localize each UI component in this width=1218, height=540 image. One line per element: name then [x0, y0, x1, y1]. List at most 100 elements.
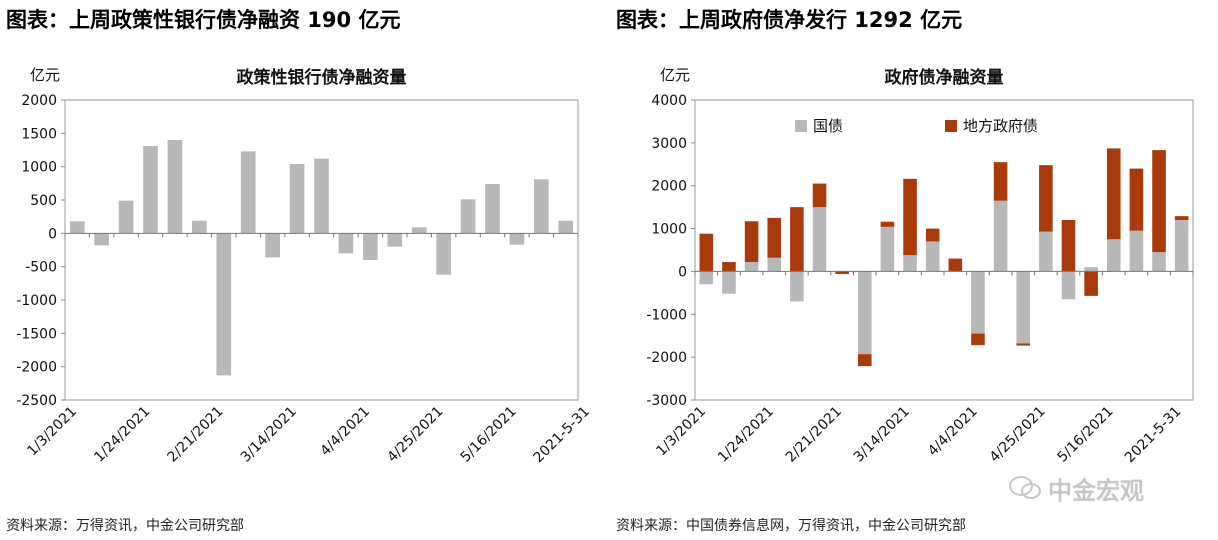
y-tick-label: -1500 [16, 326, 57, 342]
y-axis-unit-label: 亿元 [30, 66, 60, 84]
bar-policy-bank [192, 220, 207, 234]
bar-treasury [1106, 239, 1121, 272]
bar-treasury [1016, 271, 1031, 344]
bar-policy-bank [240, 151, 256, 234]
bar-local-gov [767, 217, 782, 258]
bar-local-gov [880, 221, 895, 227]
bar-policy-bank [216, 233, 232, 376]
x-tick-label: 1/24/2021 [715, 404, 777, 466]
bar-treasury [925, 241, 940, 272]
watermark-text: 中金宏观 [1048, 476, 1144, 505]
y-tick-label: -1000 [646, 307, 687, 323]
bar-treasury [880, 226, 895, 272]
bar-policy-bank [436, 233, 451, 275]
bar-treasury [722, 271, 736, 294]
y-tick-label: -2000 [646, 350, 687, 366]
bar-local-gov [744, 221, 759, 262]
bar-local-gov [812, 183, 827, 208]
left-source-note: 资料来源：万得资讯，中金公司研究部 [6, 518, 244, 534]
x-tick-label: 3/14/2021 [851, 404, 913, 466]
x-tick-label: 4/25/2021 [987, 404, 1049, 466]
bar-policy-bank [509, 233, 525, 245]
bar-local-gov [1152, 150, 1166, 253]
bar-policy-bank [363, 233, 378, 260]
bar-local-gov [1106, 148, 1121, 240]
watermark: 中金宏观 [1008, 468, 1208, 508]
bar-treasury [903, 255, 917, 272]
bar-local-gov [1039, 165, 1053, 232]
left-heading: 图表：上周政策性银行债净融资 190 亿元 [6, 8, 401, 32]
y-tick-label: -500 [25, 260, 57, 276]
legend-label: 国债 [813, 117, 843, 135]
bar-treasury [1152, 252, 1166, 272]
y-tick-label: 4000 [651, 93, 687, 109]
bar-local-gov [1061, 220, 1076, 272]
bar-treasury [699, 271, 714, 285]
bar-local-gov [1084, 271, 1098, 296]
bar-policy-bank [534, 179, 549, 234]
bar-local-gov [835, 271, 849, 274]
bar-local-gov [722, 262, 736, 272]
x-tick-label: 1/3/2021 [653, 404, 709, 460]
bar-treasury [1174, 220, 1189, 272]
bar-treasury [1061, 271, 1076, 300]
y-tick-label: 500 [30, 193, 57, 209]
bar-treasury [767, 257, 782, 272]
right-source-note: 资料来源：中国债券信息网，万得资讯，中金公司研究部 [616, 518, 966, 534]
y-tick-label: 0 [48, 226, 57, 242]
right-heading: 图表：上周政府债净发行 1292 亿元 [616, 8, 963, 32]
y-tick-label: -1000 [16, 293, 57, 309]
x-tick-label: 1/24/2021 [91, 404, 153, 466]
y-tick-label: 0 [678, 264, 687, 280]
x-tick-label: 2/21/2021 [783, 404, 845, 466]
bar-local-gov [1129, 168, 1144, 231]
bar-policy-bank [118, 200, 134, 234]
x-tick-label: 1/3/2021 [24, 404, 80, 460]
y-tick-label: -2500 [16, 393, 57, 409]
x-tick-label: 5/16/2021 [458, 404, 520, 466]
bar-treasury [971, 271, 985, 334]
chat-bubble-icon [1009, 476, 1041, 499]
bar-treasury [857, 271, 872, 355]
y-tick-label: -2000 [16, 360, 57, 376]
bar-treasury [744, 262, 759, 272]
bar-local-gov [1174, 216, 1189, 220]
bar-local-gov [1016, 343, 1031, 346]
bar-policy-bank [314, 158, 329, 234]
left-panel: 图表：上周政策性银行债净融资 190 亿元 亿元 政策性银行债净融资量 2000 15… [0, 0, 600, 540]
x-tick-label: 2021-5-31 [1122, 404, 1185, 467]
bar-local-gov [790, 207, 804, 272]
x-tick-label: 2/21/2021 [165, 404, 227, 466]
chart-title: 政府债净融资量 [885, 67, 1004, 88]
y-axis-unit-label: 亿元 [660, 66, 690, 84]
x-tick-label: 2021-5-31 [530, 404, 593, 467]
legend-swatch [945, 120, 957, 132]
y-tick-label: 2000 [651, 179, 687, 195]
bar-policy-bank [558, 220, 574, 234]
bar-policy-bank [387, 233, 403, 247]
bar-policy-bank [94, 233, 109, 246]
bar-policy-bank [143, 146, 158, 234]
right-panel: 图表：上周政府债净发行 1292 亿元 亿元 政府债净融资量 4000 3000 200… [610, 0, 1210, 540]
plot-frame [694, 99, 1194, 401]
y-tick-label: -3000 [646, 393, 687, 409]
bar-treasury [993, 200, 1008, 272]
legend-label: 地方政府债 [963, 117, 1038, 135]
bar-treasury [812, 207, 827, 272]
bar-policy-bank [289, 164, 305, 234]
bar-local-gov [993, 162, 1008, 201]
bar-policy-bank [338, 233, 354, 254]
y-tick-label: 1000 [651, 222, 687, 238]
bar-policy-bank [265, 233, 280, 258]
bar-local-gov [857, 354, 872, 367]
bar-policy-bank [69, 221, 85, 234]
x-tick-label: 4/4/2021 [317, 404, 373, 460]
bar-policy-bank [167, 140, 183, 234]
x-tick-label: 4/4/2021 [925, 404, 981, 460]
y-tick-label: 2000 [21, 93, 57, 109]
x-tick-label: 5/16/2021 [1055, 404, 1117, 466]
bar-local-gov [903, 178, 917, 256]
bar-treasury [1039, 231, 1053, 272]
plot-frame [64, 99, 579, 401]
bar-local-gov [971, 333, 985, 346]
